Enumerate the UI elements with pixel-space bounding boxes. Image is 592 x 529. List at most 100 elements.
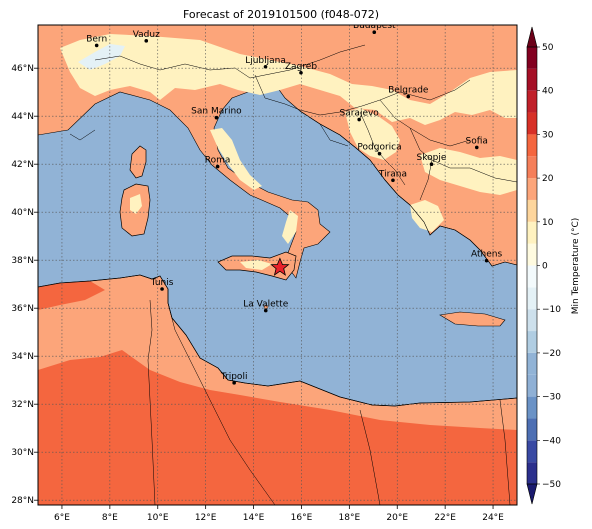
city-dot — [429, 162, 434, 166]
city-dot — [263, 64, 268, 69]
x-tick-label: 12°E — [195, 513, 217, 523]
y-tick-label: 46°N — [11, 64, 34, 74]
colorbar-bin — [527, 440, 537, 463]
colorbar-tick-label: −10 — [542, 305, 561, 315]
colorbar-tick-label: 50 — [542, 43, 554, 53]
colorbar-tick-label: −20 — [542, 349, 561, 359]
colorbar-bin — [527, 134, 537, 157]
south-italy-cool-zone — [282, 210, 298, 244]
colorbar-bin — [527, 178, 537, 200]
colorbar-bin — [527, 90, 537, 113]
city-dot — [94, 43, 99, 48]
y-tick-label: 32°N — [11, 400, 34, 410]
corsica-land — [129, 145, 147, 179]
colorbar-bin — [527, 374, 537, 397]
axis-ticks: 6°E 8°E 10°E 12°E 14°E 16°E 18°E 20°E 22°E 24°E 28… — [11, 64, 504, 523]
colorbar-bin — [527, 287, 537, 310]
coastline-balkans — [299, 110, 517, 267]
city-dot — [160, 287, 164, 291]
city-dot — [215, 164, 220, 169]
y-tick-label: 44°N — [11, 112, 34, 122]
city-dot — [406, 94, 411, 99]
location-star-marker — [270, 257, 290, 276]
colorbar-tick-label: 10 — [542, 218, 554, 228]
graticule — [38, 25, 517, 505]
city-dot — [357, 117, 361, 122]
africa-coastline — [38, 274, 517, 407]
city-label: Tunis — [150, 278, 174, 288]
y-tick-label: 36°N — [11, 304, 34, 314]
y-tick-label: 38°N — [11, 256, 34, 266]
city-dot — [474, 145, 479, 150]
colorbar-tick-label: 20 — [542, 174, 554, 184]
colorbar-bin — [527, 396, 537, 419]
x-tick-label: 22°E — [434, 513, 456, 523]
city-dot — [377, 151, 382, 156]
city-label: Bern — [86, 34, 107, 44]
city-label: Sarajevo — [340, 109, 380, 119]
colorbar-tick-label: −40 — [542, 436, 561, 446]
y-tick-label: 28°N — [11, 496, 34, 506]
city-label: Budapest — [353, 21, 396, 31]
city-label: Vaduz — [133, 30, 160, 40]
colorbar-bin — [527, 156, 537, 179]
x-tick-label: 16°E — [291, 513, 313, 523]
y-tick-label: 42°N — [11, 160, 34, 170]
colorbar-bin — [527, 243, 537, 266]
y-tick-label: 40°N — [11, 208, 34, 218]
colorbar-bin — [527, 199, 537, 222]
sardinia-cool-zone — [130, 194, 142, 214]
colorbar-over-arrow — [526, 26, 538, 48]
colorbar-bin — [527, 221, 537, 244]
colorbar-bin — [527, 309, 537, 332]
city-label: Tripoli — [220, 372, 248, 382]
colorbar-tick-label: −50 — [542, 480, 561, 490]
apennines-cool-zone — [210, 128, 262, 190]
colorbar-bin — [527, 47, 537, 69]
y-tick-label: 30°N — [11, 448, 34, 458]
city-dot — [214, 115, 219, 120]
city-dot — [232, 381, 236, 385]
city-dot — [372, 30, 377, 34]
city-label: Tirana — [378, 169, 407, 179]
y-tick-label: 34°N — [11, 352, 34, 362]
city-label: Zagreb — [285, 62, 317, 72]
colorbar-tick-label: 30 — [542, 130, 554, 140]
city-dot — [263, 308, 268, 313]
colorbar-bin — [527, 462, 537, 484]
city-label: Belgrade — [388, 86, 429, 96]
colorbar-label: Min Temperature (°C) — [571, 218, 581, 315]
colorbar-bin — [527, 112, 537, 135]
x-tick-label: 8°E — [102, 513, 118, 523]
alps-cool-zone — [60, 34, 517, 125]
city-dot — [299, 70, 303, 75]
city-dot — [144, 39, 149, 43]
city-label: San Marino — [191, 107, 242, 117]
city-label: Athens — [471, 250, 502, 260]
x-tick-label: 18°E — [339, 513, 361, 523]
colorbar-tick-label: −30 — [542, 393, 561, 403]
city-label: Skopje — [417, 153, 447, 163]
city-dot — [391, 178, 395, 183]
colorbar-tick-label: 0 — [542, 262, 548, 272]
colorbar-tick-label: 40 — [542, 87, 554, 97]
city-label: Podgorica — [357, 143, 401, 153]
sicily-cool-zone — [240, 260, 272, 270]
colorbar-bin — [527, 265, 537, 288]
alps-cold-spot — [78, 44, 125, 70]
africa-coast-warm — [38, 281, 105, 310]
colorbar-under-arrow — [526, 483, 538, 505]
x-tick-label: 20°E — [386, 513, 408, 523]
x-tick-label: 6°E — [54, 513, 70, 523]
crete-land — [439, 311, 506, 327]
map-frame — [37, 24, 518, 506]
city-label: La Valette — [243, 300, 288, 310]
city-label: Ljubljana — [245, 56, 286, 66]
greece-cool-zone — [410, 200, 444, 232]
temperature-colorbar: −50 −40 −30 −20 −10 0 10 20 30 40 50 — [526, 26, 561, 505]
figure-title: Forecast of 2019101500 (f048-072) — [183, 8, 379, 21]
city-label: Roma — [205, 156, 231, 166]
x-tick-label: 10°E — [147, 513, 169, 523]
